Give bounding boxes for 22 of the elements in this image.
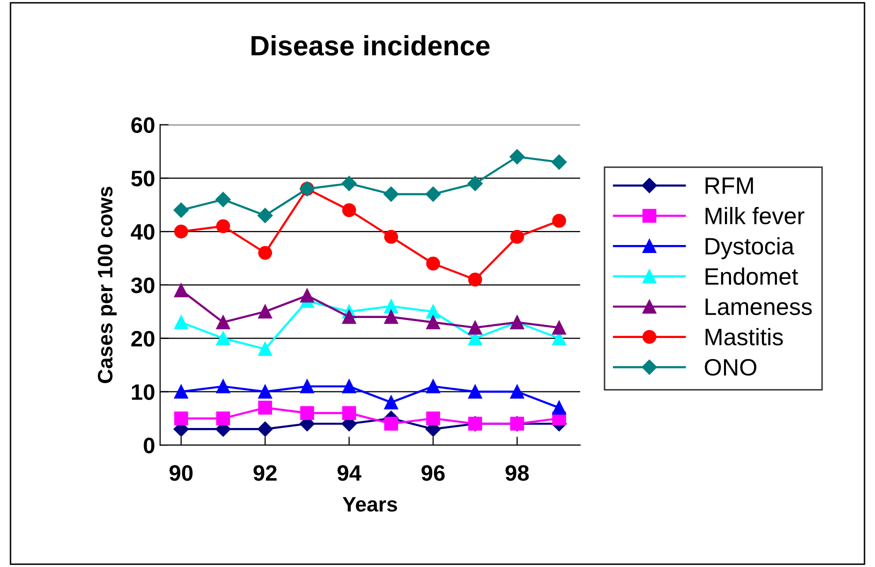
legend-label: Lameness [706, 298, 812, 316]
y-axis-title: Cases per 100 cows [98, 186, 117, 384]
x-axis-title: Years [342, 497, 398, 512]
legend-label: Mastitis [706, 328, 783, 346]
x-tick-label: 92 [254, 465, 277, 481]
y-tick-label: 40 [130, 224, 154, 240]
y-tick-label: 30 [131, 277, 154, 294]
y-tick-label: 10 [132, 384, 154, 400]
legend-label: Endomet [706, 268, 798, 285]
legend-label: Dystocia [706, 237, 794, 260]
x-tick-label: 96 [422, 465, 445, 481]
legend-label: ONO [704, 358, 756, 376]
x-tick-label: 98 [506, 465, 529, 481]
x-tick-label: 94 [338, 465, 362, 481]
y-tick-label: 20 [131, 330, 154, 347]
y-tick-label: 60 [131, 117, 154, 134]
legend-label: Milk fever [706, 206, 804, 224]
chart-title: Disease incidence [252, 35, 490, 56]
legend-label: RFM [706, 178, 753, 194]
x-tick-label: 90 [170, 465, 193, 481]
y-tick-label: 50 [131, 170, 154, 186]
y-tick-label: 0 [144, 438, 154, 454]
